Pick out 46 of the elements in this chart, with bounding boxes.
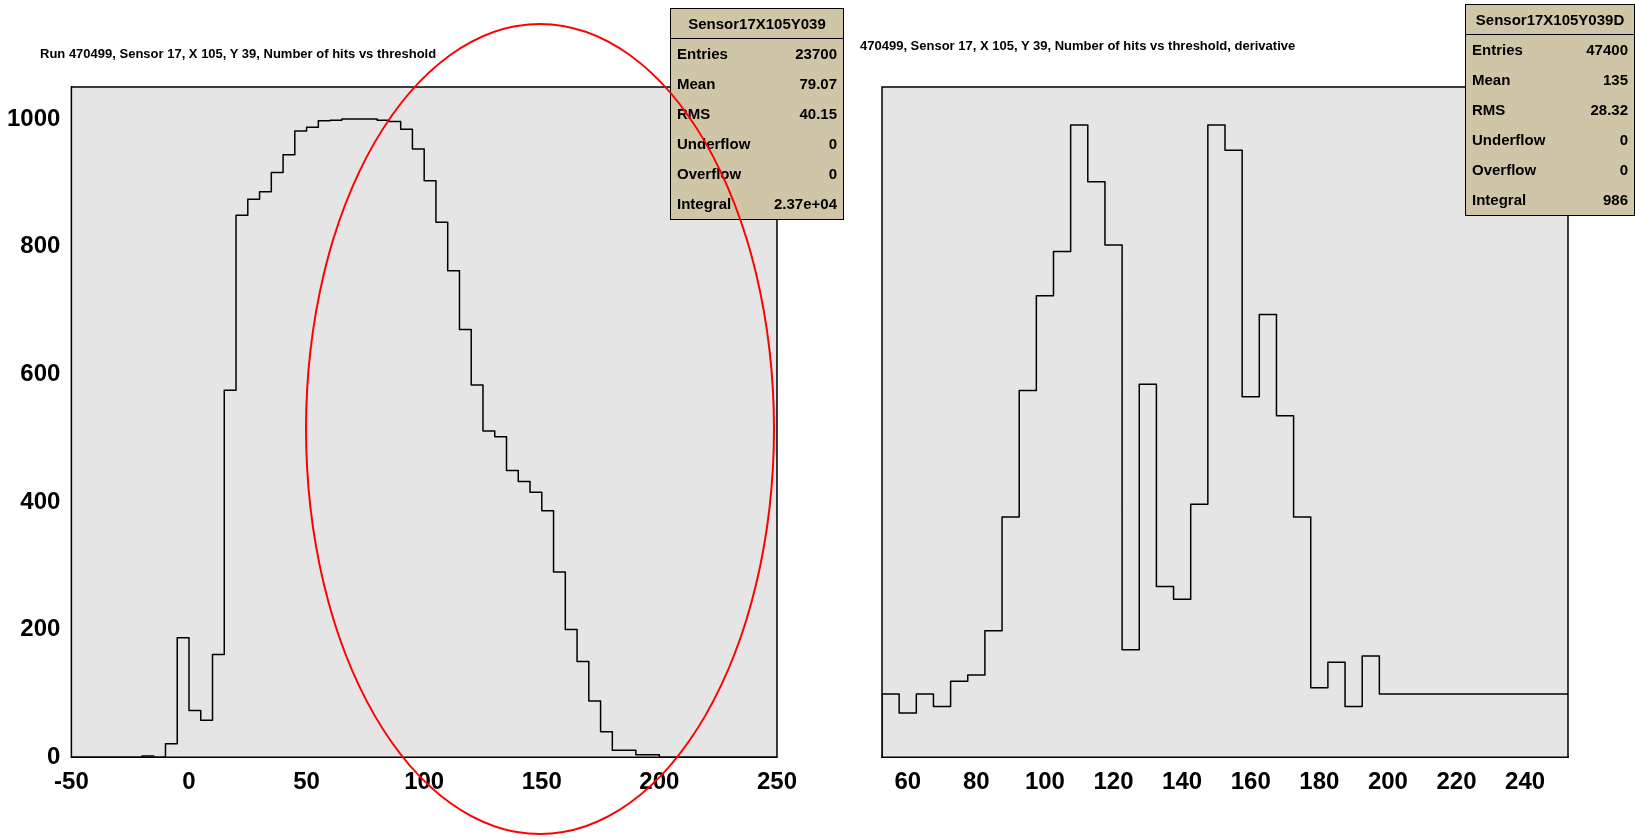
x-tick-label: 80 [962, 767, 990, 795]
annotation: Overflow [1472, 161, 1537, 179]
text: 40.15 [799, 105, 837, 123]
y-tick-label: 800 [20, 231, 61, 259]
x-tick-label: 180 [1299, 767, 1340, 795]
y-tick-label: 0 [47, 741, 61, 769]
text: 0 [828, 165, 837, 183]
annotation: Integral [677, 195, 732, 213]
text: Mean [1472, 71, 1511, 89]
x-tick-label: 100 [1024, 767, 1065, 795]
x-tick-label: 60 [894, 767, 922, 795]
annotation: 2.37e+04 [774, 195, 837, 213]
y-tick-label: 200 [20, 614, 61, 642]
y-tick-label: 600 [20, 358, 61, 386]
text: Sensor17X105Y039D [1466, 5, 1634, 35]
x-tick-label: -50 [54, 767, 89, 795]
x-tick-label: 240 [1505, 767, 1546, 795]
text: 79.07 [799, 75, 837, 93]
text: 986 [1602, 191, 1628, 209]
chart-title: 470499, Sensor 17, X 105, Y 39, Number of hits vs threshold, derivative [860, 38, 1296, 53]
text: Sensor17X105Y039 [671, 9, 843, 39]
text: 28.32 [1590, 101, 1628, 119]
annotation: Integral [1472, 191, 1527, 209]
y-tick-label: 400 [20, 486, 61, 514]
x-tick-label: 250 [756, 767, 797, 795]
chart-title: Run 470499, Sensor 17, X 105, Y 39, Number of hits vs threshold [40, 46, 437, 61]
y-tick-label: 1000 [7, 103, 61, 131]
x-tick-label: 50 [293, 767, 320, 795]
x-tick-label: 200 [1367, 767, 1408, 795]
x-tick-label: 120 [1093, 767, 1134, 795]
text: 47400 [1586, 41, 1628, 59]
text: 0 [1619, 131, 1628, 149]
x-tick-label: 0 [182, 767, 196, 795]
text: RMS [1472, 101, 1506, 119]
text: 0 [828, 135, 837, 153]
x-tick-label: 220 [1436, 767, 1477, 795]
x-tick-label: 160 [1230, 767, 1271, 795]
text: Entries [1472, 41, 1523, 59]
text: Entries [677, 45, 728, 63]
text: 0 [1619, 161, 1628, 179]
text: 135 [1602, 71, 1628, 89]
text: 23700 [795, 45, 837, 63]
x-tick-label: 140 [1162, 767, 1203, 795]
annotation: Underflow [1472, 131, 1546, 149]
x-tick-label: 150 [521, 767, 562, 795]
annotation: Mean [677, 75, 716, 93]
